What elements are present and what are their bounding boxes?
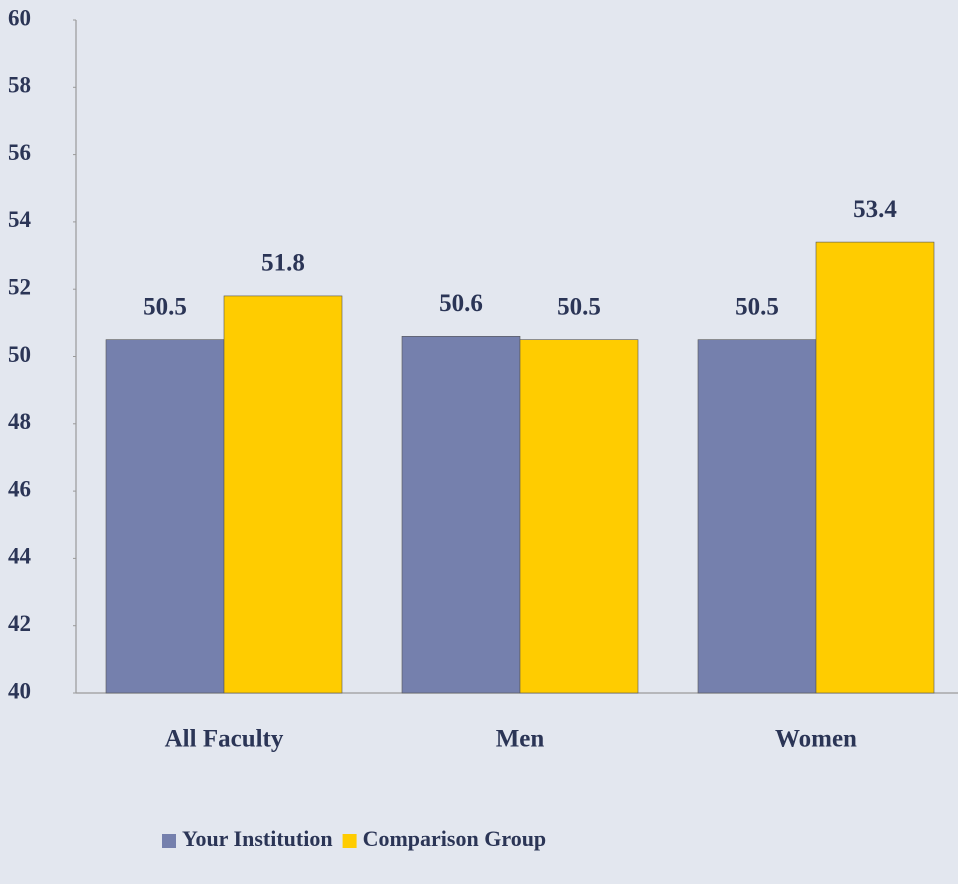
x-tick-label: Women xyxy=(775,726,857,753)
y-tick-label: 44 xyxy=(8,544,32,569)
y-tick-label: 48 xyxy=(8,409,31,434)
y-tick-label: 58 xyxy=(8,73,31,98)
legend-label: Your Institution xyxy=(182,826,333,851)
bar xyxy=(105,339,225,694)
bar xyxy=(697,339,817,694)
y-tick-label: 50 xyxy=(8,342,31,367)
y-tick-label: 56 xyxy=(8,140,31,165)
value-label: 50.5 xyxy=(557,293,601,320)
bar xyxy=(519,339,639,694)
y-tick-label: 54 xyxy=(8,207,32,232)
y-tick-label: 60 xyxy=(8,5,31,30)
value-label: 50.5 xyxy=(143,293,187,320)
x-tick-label: Men xyxy=(496,726,545,753)
y-tick-label: 40 xyxy=(8,678,31,703)
bar xyxy=(815,241,935,694)
legend-swatch xyxy=(342,834,357,848)
y-tick-label: 42 xyxy=(8,611,31,636)
value-label: 51.8 xyxy=(261,250,305,277)
bar xyxy=(401,336,521,694)
bar xyxy=(223,295,343,694)
legend-label: Comparison Group xyxy=(363,826,547,851)
value-label: 50.5 xyxy=(735,293,779,320)
value-label: 50.6 xyxy=(439,290,483,317)
y-tick-label: 46 xyxy=(8,476,31,501)
value-label: 53.4 xyxy=(853,196,897,223)
x-tick-label: All Faculty xyxy=(165,726,284,753)
legend-swatch xyxy=(162,834,176,848)
y-tick-label: 52 xyxy=(8,274,31,299)
